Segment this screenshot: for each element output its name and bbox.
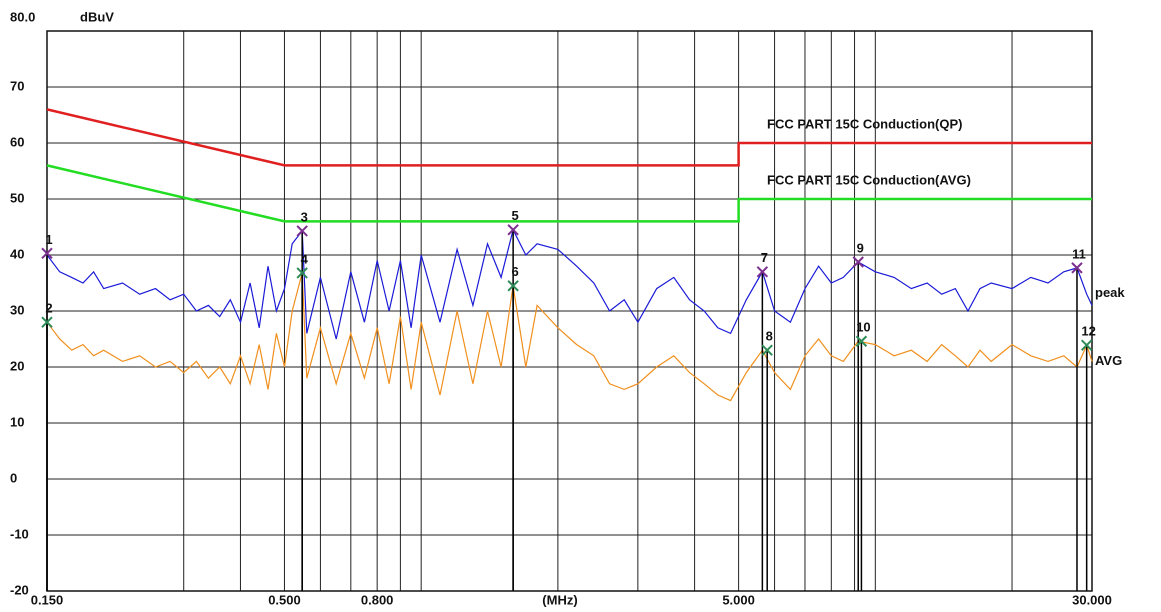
marker xyxy=(507,280,519,292)
x-tick-label: 0.150 xyxy=(31,592,64,607)
marker xyxy=(1080,339,1093,351)
marker xyxy=(761,344,773,356)
x-tick-label: 5.000 xyxy=(722,592,755,607)
x-tick-label: 0.800 xyxy=(361,592,394,607)
y-tick-label: 10 xyxy=(10,414,24,429)
y-tick-label: 40 xyxy=(10,246,24,261)
trace xyxy=(46,228,1093,340)
marker-label: 12 xyxy=(1081,324,1095,339)
marker-label: 7 xyxy=(761,250,768,265)
marker-label: 11 xyxy=(1072,246,1086,261)
marker xyxy=(296,225,308,237)
series-label: AVG xyxy=(1095,353,1122,368)
x-tick-label: 30.000 xyxy=(1072,592,1112,607)
marker xyxy=(855,335,868,347)
marker-label: 6 xyxy=(512,264,519,279)
y-tick-label: 30 xyxy=(10,302,24,317)
marker-label: 5 xyxy=(512,208,519,223)
y-tick-label: 0 xyxy=(10,470,17,485)
series-label: peak xyxy=(1095,285,1125,300)
limit-label: FCC PART 15C Conduction(QP) xyxy=(767,116,962,131)
marker-label: 8 xyxy=(766,329,773,344)
y-tick-label: -20 xyxy=(10,582,29,597)
y-tick-label: 70 xyxy=(10,78,24,93)
marker xyxy=(852,256,864,268)
limit-line xyxy=(46,108,1092,167)
y-axis-label: dBuV xyxy=(80,9,114,24)
y-tick-label: 80.0 xyxy=(10,9,35,24)
marker-label: 2 xyxy=(45,301,52,316)
trace xyxy=(46,272,1093,402)
marker xyxy=(41,247,53,260)
limit-line xyxy=(46,164,1092,223)
y-tick-label: 50 xyxy=(10,190,24,205)
marker xyxy=(41,316,53,328)
marker xyxy=(296,267,308,279)
y-tick-label: 60 xyxy=(10,134,24,149)
marker-label: 4 xyxy=(301,251,309,266)
marker-label: 1 xyxy=(45,232,52,247)
marker xyxy=(756,266,769,278)
y-tick-label: 20 xyxy=(10,358,24,373)
marker-label: 9 xyxy=(857,240,864,255)
marker xyxy=(1071,262,1083,274)
marker-label: 10 xyxy=(856,320,870,335)
x-axis-label: (MHz) xyxy=(542,592,577,607)
marker xyxy=(507,224,519,236)
y-tick-label: -10 xyxy=(10,526,29,541)
limit-label: FCC PART 15C Conduction(AVG) xyxy=(767,172,971,187)
marker-label: 3 xyxy=(301,209,308,224)
x-tick-label: 0.500 xyxy=(268,592,301,607)
